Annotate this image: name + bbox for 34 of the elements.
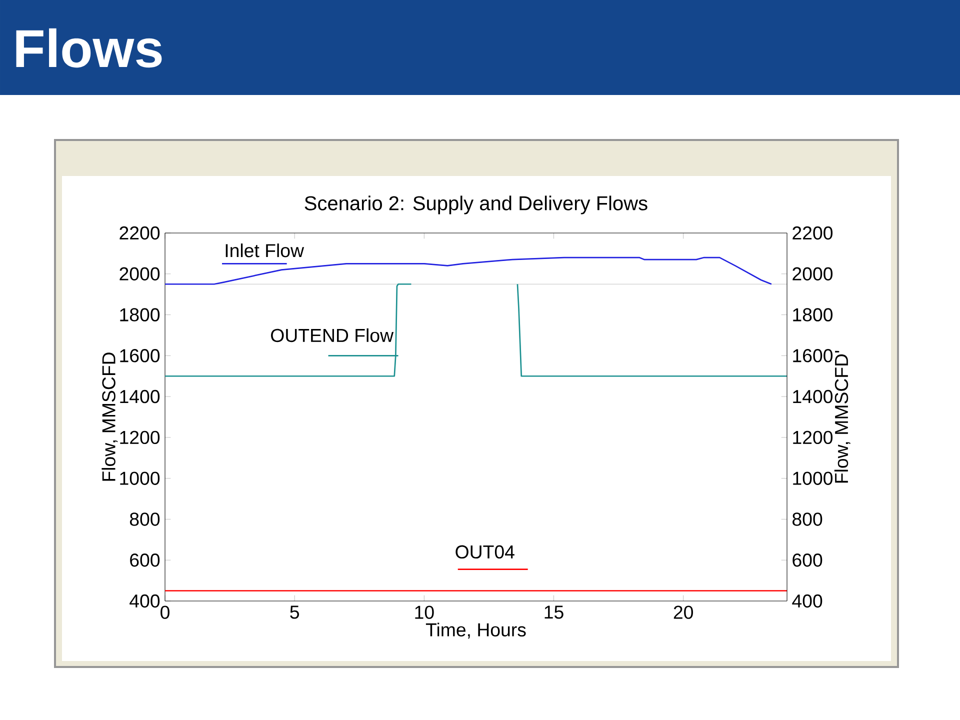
line-series [164,256,772,285]
y-tick-label: 2000 [120,267,160,280]
y2-tick-label: 2000 [792,267,833,280]
series-label: OUT04 [456,545,514,559]
x-tick-label: 20 [674,606,693,619]
series-label: OUTEND Flow [271,328,394,342]
y2-tick-label: 1200 [793,430,833,444]
y-tick-label: 1000 [120,472,160,485]
y2-tick-label: 2200 [792,226,833,240]
y2-axis-title: Flow, MMSCFD' [834,350,850,483]
y-tick-label: 400 [130,594,160,608]
x-axis-title: Time, Hours [426,622,526,639]
y2-tick-label: 1800 [793,308,833,322]
y-axis-title: Flow, MMSCFD [102,352,118,481]
y-tick-label: 1400 [120,390,160,404]
series-label: Inlet Flow [226,244,304,258]
x-tick-label: 15 [544,606,564,619]
y-tick-label: 600 [130,553,160,567]
y2-tick-label: 1600 [793,349,833,362]
y-tick-label: 1600 [120,349,160,362]
x-tick-label: 0 [160,606,170,619]
y-tick-label: 1800 [120,308,160,322]
y2-tick-label: 1000 [793,472,833,485]
chart-title: Flows [16,28,162,68]
y-tick-label: 1200 [120,430,160,444]
y2-tick-label: 600 [792,553,822,567]
y2-tick-label: 800 [792,512,822,526]
y2-tick-label: 400 [792,594,822,608]
x-tick-label: 5 [290,606,299,619]
x-tick-label: 10 [415,606,434,619]
y2-tick-label: 1400 [793,390,833,404]
y-tick-label: 2200 [120,226,160,240]
y-tick-label: 800 [130,512,160,526]
chart-subtitle: Scenario 2: Supply and Delivery Flows [304,196,648,214]
